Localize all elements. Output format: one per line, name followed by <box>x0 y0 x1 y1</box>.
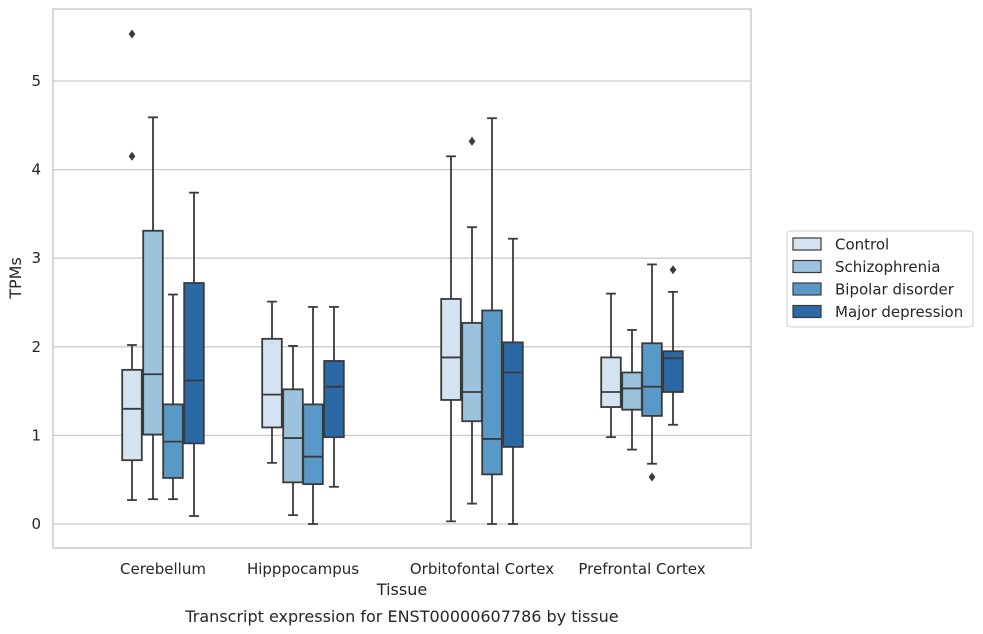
y-tick-label: 1 <box>31 426 41 444</box>
legend-swatch <box>792 259 822 274</box>
box-iqr <box>461 321 483 423</box>
y-axis-label: TPMs <box>6 257 25 300</box>
box-iqr <box>600 356 622 408</box>
outlier-point <box>669 265 677 275</box>
box-group <box>502 237 524 525</box>
outlier-point <box>648 472 656 482</box>
legend-swatch <box>792 237 822 251</box>
box-group <box>641 263 663 482</box>
legend-swatch <box>792 282 822 296</box>
box-plots <box>121 29 684 525</box>
legend-swatch <box>792 304 822 319</box>
box-group <box>481 117 503 525</box>
x-tick-label: Hipppocampus <box>247 560 359 578</box>
box-group <box>162 293 184 501</box>
y-tick-label: 0 <box>31 515 41 533</box>
y-tick-labels: 0 1 2 3 4 5 <box>31 72 41 533</box>
outlier-point <box>128 151 136 161</box>
legend-frame <box>786 230 974 328</box>
y-tick-label: 4 <box>31 161 41 179</box>
x-tick-label: Orbitofontal Cortex <box>410 560 554 578</box>
legend-label: Control <box>835 236 889 254</box>
box-iqr <box>302 403 324 486</box>
box-group <box>142 116 164 501</box>
box-group <box>600 292 622 439</box>
y-tick-label: 5 <box>31 72 41 90</box>
box-iqr <box>261 337 283 429</box>
box-iqr <box>282 388 304 484</box>
box-iqr <box>621 371 643 411</box>
legend-label: Schizophrenia <box>835 258 940 276</box>
legend: Control Schizophrenia Bipolar disorder Majo… <box>786 230 974 328</box>
outlier-point <box>468 136 476 146</box>
outlier-point <box>128 29 136 39</box>
legend-label: Major depression <box>835 303 963 321</box>
box-iqr <box>323 360 345 439</box>
box-group <box>440 155 462 523</box>
y-tick-label: 3 <box>31 249 41 267</box>
box-group <box>621 329 643 451</box>
box-group <box>121 29 143 501</box>
plot-frame <box>52 8 752 549</box>
box-iqr <box>142 229 164 436</box>
x-tick-label: Cerebellum <box>120 560 206 578</box>
y-tick-label: 2 <box>31 338 41 356</box>
legend-label: Bipolar disorder <box>835 281 955 299</box>
x-tick-labels: Cerebellum Hipppocampus Orbitofontal Corte… <box>120 560 706 578</box>
box-iqr <box>183 282 205 445</box>
box-group <box>323 306 345 488</box>
box-group <box>662 265 684 426</box>
box-iqr <box>662 350 684 393</box>
x-tick-label: Prefrontal Cortex <box>578 560 705 578</box>
box-group <box>183 191 205 517</box>
box-iqr <box>481 309 503 476</box>
x-axis-label: Tissue <box>376 580 427 599</box>
box-iqr <box>641 342 663 417</box>
box-iqr <box>121 368 143 462</box>
box-iqr <box>502 341 524 448</box>
box-group <box>302 306 324 525</box>
figure-caption: Transcript expression for ENST0000060778… <box>184 607 618 626</box>
box-group <box>461 136 483 505</box>
box-group <box>261 300 283 464</box>
box-iqr <box>440 298 462 401</box>
